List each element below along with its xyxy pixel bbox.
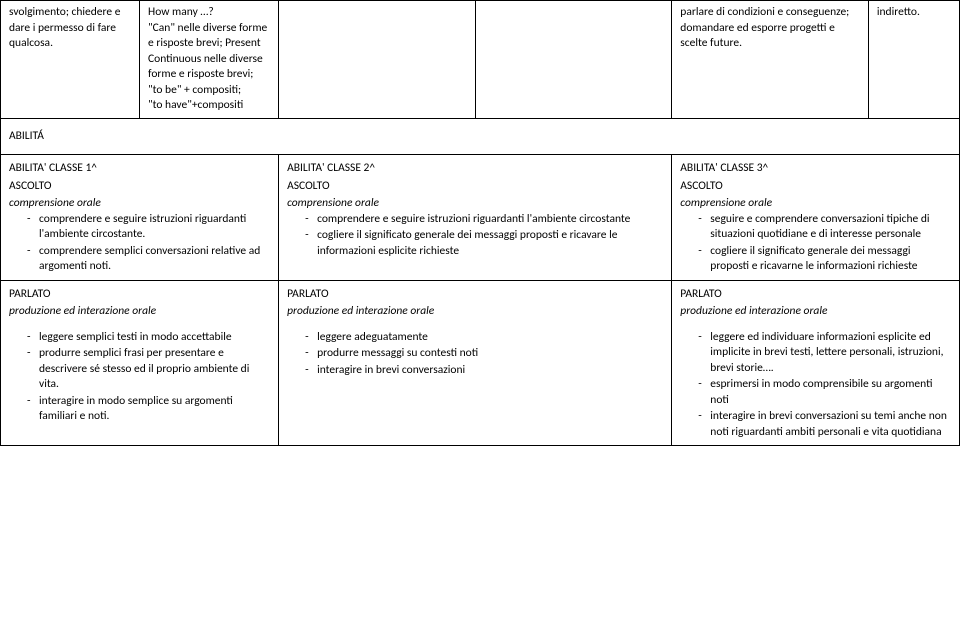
cell-r1c2: How many …? "Can" nelle diverse forme e … xyxy=(140,1,279,119)
cell-r1c3 xyxy=(279,1,476,119)
title: ABILITA' CLASSE 3^ xyxy=(680,161,951,177)
row-parlato: PARLATO produzione ed interazione orale … xyxy=(1,280,960,446)
list-item: interagire in modo semplice su argomenti… xyxy=(27,394,270,425)
title: ABILITA' CLASSE 1^ xyxy=(9,161,270,177)
parlato-label: PARLATO xyxy=(9,287,270,303)
title: ABILITA' CLASSE 2^ xyxy=(287,161,663,177)
bullet-list: seguire e comprendere conversazioni tipi… xyxy=(680,212,951,275)
ascolto-classe1: ABILITA' CLASSE 1^ ASCOLTO comprensione … xyxy=(1,155,279,281)
list-item: interagire in brevi conversazioni xyxy=(305,363,663,379)
list-item: produrre messaggi su contesti noti xyxy=(305,346,663,362)
curriculum-table: svolgimento; chiedere e dare i permesso … xyxy=(0,0,960,446)
subtitle: produzione ed interazione orale xyxy=(680,304,951,320)
bullet-list: comprendere e seguire istruzioni riguard… xyxy=(287,212,663,260)
list-item: interagire in brevi conversazioni su tem… xyxy=(698,409,951,440)
text: parlare di condizioni e conseguenze; dom… xyxy=(680,5,849,50)
cell-r1c1: svolgimento; chiedere e dare i permesso … xyxy=(1,1,140,119)
cell-r1c6: indiretto. xyxy=(868,1,959,119)
cell-r1c4 xyxy=(475,1,672,119)
parlato-label: PARLATO xyxy=(680,287,951,303)
subtitle: comprensione orale xyxy=(9,196,270,212)
row-abilita-header: ABILITÁ xyxy=(1,118,960,155)
list-item: produrre semplici frasi per presentare e… xyxy=(27,346,270,393)
ascolto-label: ASCOLTO xyxy=(9,179,270,195)
bullet-list: leggere semplici testi in modo accettabi… xyxy=(9,330,270,425)
subtitle: comprensione orale xyxy=(680,196,951,212)
bullet-list: comprendere e seguire istruzioni riguard… xyxy=(9,212,270,275)
bullet-list: leggere adeguatamente produrre messaggi … xyxy=(287,330,663,379)
ascolto-label: ASCOLTO xyxy=(287,179,663,195)
abilita-label: ABILITÁ xyxy=(9,129,44,143)
list-item: cogliere il significato generale dei mes… xyxy=(305,228,663,259)
list-item: comprendere semplici conversazioni relat… xyxy=(27,244,270,275)
list-item: leggere adeguatamente xyxy=(305,330,663,346)
list-item: comprendere e seguire istruzioni riguard… xyxy=(305,212,663,228)
subtitle: produzione ed interazione orale xyxy=(287,304,663,320)
subtitle: produzione ed interazione orale xyxy=(9,304,270,320)
parlato-classe3: PARLATO produzione ed interazione orale … xyxy=(672,280,960,446)
list-item: leggere ed individuare informazioni espl… xyxy=(698,330,951,377)
parlato-classe1: PARLATO produzione ed interazione orale … xyxy=(1,280,279,446)
text: How many …? "Can" nelle diverse forme e … xyxy=(148,5,267,112)
subtitle: comprensione orale xyxy=(287,196,663,212)
ascolto-classe3: ABILITA' CLASSE 3^ ASCOLTO comprensione … xyxy=(672,155,960,281)
ascolto-classe2: ABILITA' CLASSE 2^ ASCOLTO comprensione … xyxy=(279,155,672,281)
list-item: comprendere e seguire istruzioni riguard… xyxy=(27,212,270,243)
ascolto-label: ASCOLTO xyxy=(680,179,951,195)
row-ascolto: ABILITA' CLASSE 1^ ASCOLTO comprensione … xyxy=(1,155,960,281)
bullet-list: leggere ed individuare informazioni espl… xyxy=(680,330,951,441)
list-item: esprimersi in modo comprensibile su argo… xyxy=(698,377,951,408)
text: svolgimento; chiedere e dare i permesso … xyxy=(9,5,120,50)
text: indiretto. xyxy=(877,5,920,19)
row-fragments: svolgimento; chiedere e dare i permesso … xyxy=(1,1,960,119)
list-item: cogliere il significato generale dei mes… xyxy=(698,244,951,275)
parlato-classe2: PARLATO produzione ed interazione orale … xyxy=(279,280,672,446)
parlato-label: PARLATO xyxy=(287,287,663,303)
cell-r1c5: parlare di condizioni e conseguenze; dom… xyxy=(672,1,869,119)
abilita-header-cell: ABILITÁ xyxy=(1,118,960,155)
list-item: leggere semplici testi in modo accettabi… xyxy=(27,330,270,346)
list-item: seguire e comprendere conversazioni tipi… xyxy=(698,212,951,243)
